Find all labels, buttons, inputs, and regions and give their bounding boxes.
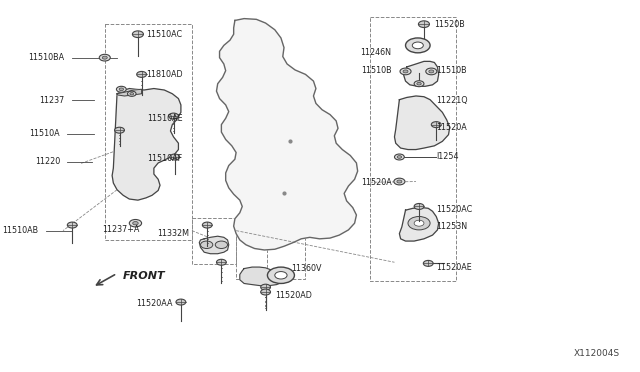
Polygon shape [117, 89, 141, 96]
Text: 11510B: 11510B [436, 66, 467, 75]
Text: 11237: 11237 [39, 96, 64, 105]
Circle shape [170, 154, 180, 160]
Circle shape [408, 217, 430, 230]
Text: l1254: l1254 [436, 153, 459, 161]
Text: 11332M: 11332M [157, 229, 189, 238]
Polygon shape [216, 19, 358, 250]
Circle shape [397, 180, 402, 183]
Polygon shape [394, 96, 450, 150]
Circle shape [397, 155, 402, 158]
Text: 11220: 11220 [35, 157, 60, 166]
Polygon shape [199, 236, 228, 254]
Circle shape [426, 68, 437, 75]
Circle shape [394, 178, 405, 185]
Circle shape [132, 31, 143, 38]
Text: 11253N: 11253N [436, 222, 467, 231]
Circle shape [431, 122, 441, 128]
Text: 11520AC: 11520AC [436, 205, 472, 214]
Circle shape [403, 70, 408, 73]
Circle shape [215, 241, 228, 248]
Circle shape [129, 219, 141, 227]
Circle shape [260, 284, 271, 290]
Circle shape [176, 299, 186, 305]
Text: 11520A: 11520A [361, 178, 392, 187]
Circle shape [119, 88, 124, 91]
Text: 11221Q: 11221Q [436, 96, 468, 105]
Text: 11510A: 11510A [29, 129, 60, 138]
Text: 11510AB: 11510AB [3, 226, 38, 235]
Circle shape [423, 260, 433, 266]
Text: 11510AE: 11510AE [147, 114, 183, 123]
Text: 11520AA: 11520AA [136, 299, 172, 308]
Polygon shape [240, 267, 284, 286]
Text: 11520A: 11520A [436, 123, 467, 132]
Circle shape [216, 259, 227, 265]
Text: 11520B: 11520B [435, 20, 465, 29]
Text: 11237+A: 11237+A [102, 225, 140, 234]
Circle shape [394, 154, 404, 160]
Circle shape [414, 220, 424, 226]
Circle shape [406, 38, 430, 53]
Text: FRONT: FRONT [123, 271, 166, 281]
Circle shape [115, 127, 124, 133]
Circle shape [268, 267, 294, 283]
Text: 11510AF: 11510AF [147, 154, 182, 163]
Circle shape [419, 21, 429, 28]
Circle shape [412, 42, 423, 49]
Circle shape [400, 68, 411, 75]
Polygon shape [399, 208, 438, 241]
Circle shape [260, 289, 271, 295]
Circle shape [67, 222, 77, 228]
Circle shape [137, 71, 147, 77]
Text: 11520AD: 11520AD [275, 291, 312, 300]
Text: 11510BA: 11510BA [28, 53, 64, 62]
Circle shape [116, 86, 126, 92]
Polygon shape [404, 61, 438, 86]
Text: 11510AC: 11510AC [147, 30, 182, 39]
Circle shape [275, 272, 287, 279]
Circle shape [414, 203, 424, 209]
Text: 11810AD: 11810AD [147, 70, 183, 79]
Text: 11246N: 11246N [360, 48, 392, 57]
Circle shape [429, 70, 434, 73]
Circle shape [102, 56, 108, 59]
Text: 11360V: 11360V [291, 264, 322, 273]
Circle shape [202, 222, 212, 228]
Circle shape [132, 221, 138, 225]
Circle shape [414, 81, 424, 87]
Circle shape [200, 241, 212, 248]
Text: 11510B: 11510B [361, 66, 392, 75]
Circle shape [130, 93, 134, 95]
Text: 11520AE: 11520AE [436, 263, 472, 272]
Circle shape [127, 91, 136, 96]
Text: X112004S: X112004S [574, 349, 620, 358]
Circle shape [417, 82, 421, 85]
Circle shape [99, 54, 110, 61]
Circle shape [168, 113, 179, 119]
Polygon shape [112, 89, 181, 200]
